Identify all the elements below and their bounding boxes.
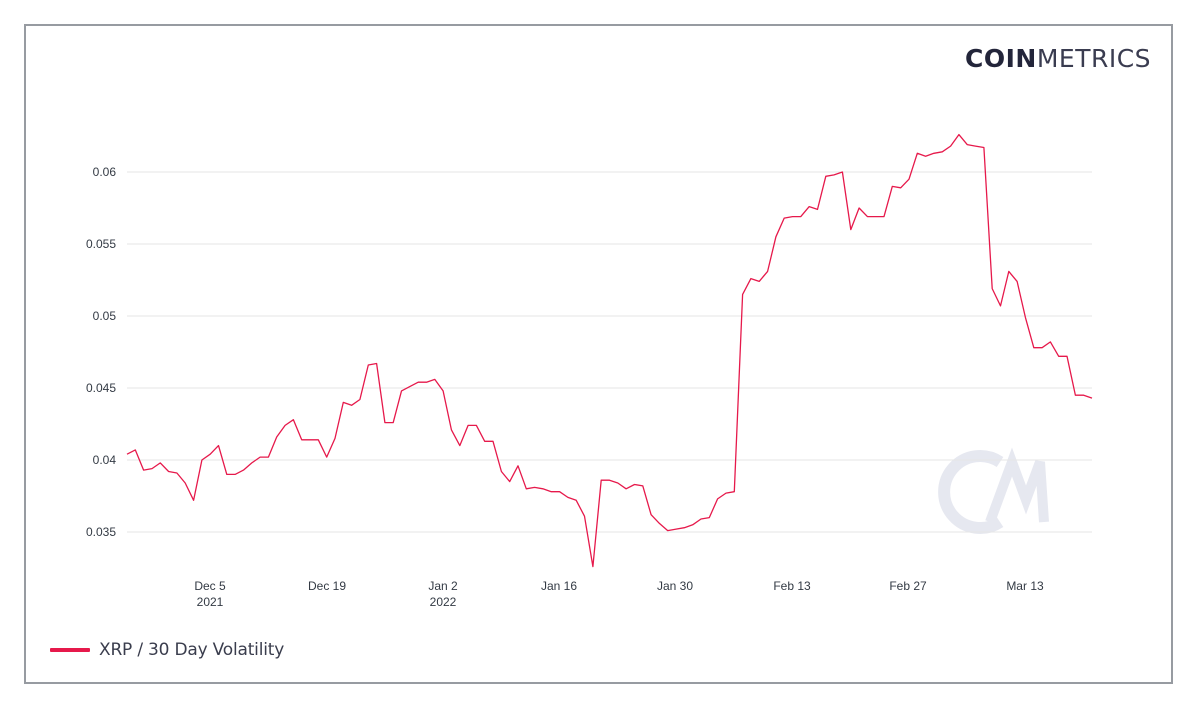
legend-label: XRP / 30 Day Volatility xyxy=(99,640,285,660)
x-tick-label: Feb 13 xyxy=(773,579,811,593)
x-tick-label: Jan 16 xyxy=(541,579,577,593)
y-tick-label: 0.04 xyxy=(93,453,117,467)
x-tick-label: Feb 27 xyxy=(889,579,927,593)
x-tick-label: Dec 5 xyxy=(194,579,226,593)
x-tick-year: 2022 xyxy=(430,595,457,609)
logo-coin: COIN xyxy=(965,44,1037,73)
coinmetrics-logo: COINMETRICS xyxy=(965,44,1151,73)
chart-frame xyxy=(24,24,1173,684)
x-tick-label: Jan 30 xyxy=(657,579,693,593)
legend[interactable]: XRP / 30 Day Volatility xyxy=(50,640,284,660)
cm-watermark-icon xyxy=(938,447,1049,534)
legend-swatch xyxy=(50,648,90,652)
y-axis: 0.035 0.04 0.045 0.05 0.055 0.06 xyxy=(86,165,116,539)
series-line-xrp-volatility[interactable] xyxy=(126,133,1093,568)
y-tick-label: 0.045 xyxy=(86,381,116,395)
y-tick-label: 0.05 xyxy=(93,309,117,323)
x-tick-label: Jan 2 xyxy=(428,579,458,593)
grid-lines xyxy=(127,171,1092,533)
y-tick-label: 0.055 xyxy=(86,237,116,251)
x-tick-year: 2021 xyxy=(197,595,224,609)
logo-metrics: METRICS xyxy=(1036,44,1152,73)
x-tick-label: Dec 19 xyxy=(308,579,346,593)
x-axis: Dec 5 2021 Dec 19 Jan 2 2022 Jan 16 Jan 30 Feb … xyxy=(194,579,1044,609)
x-tick-label: Mar 13 xyxy=(1006,579,1044,593)
y-tick-label: 0.06 xyxy=(93,165,117,179)
y-tick-label: 0.035 xyxy=(86,525,116,539)
